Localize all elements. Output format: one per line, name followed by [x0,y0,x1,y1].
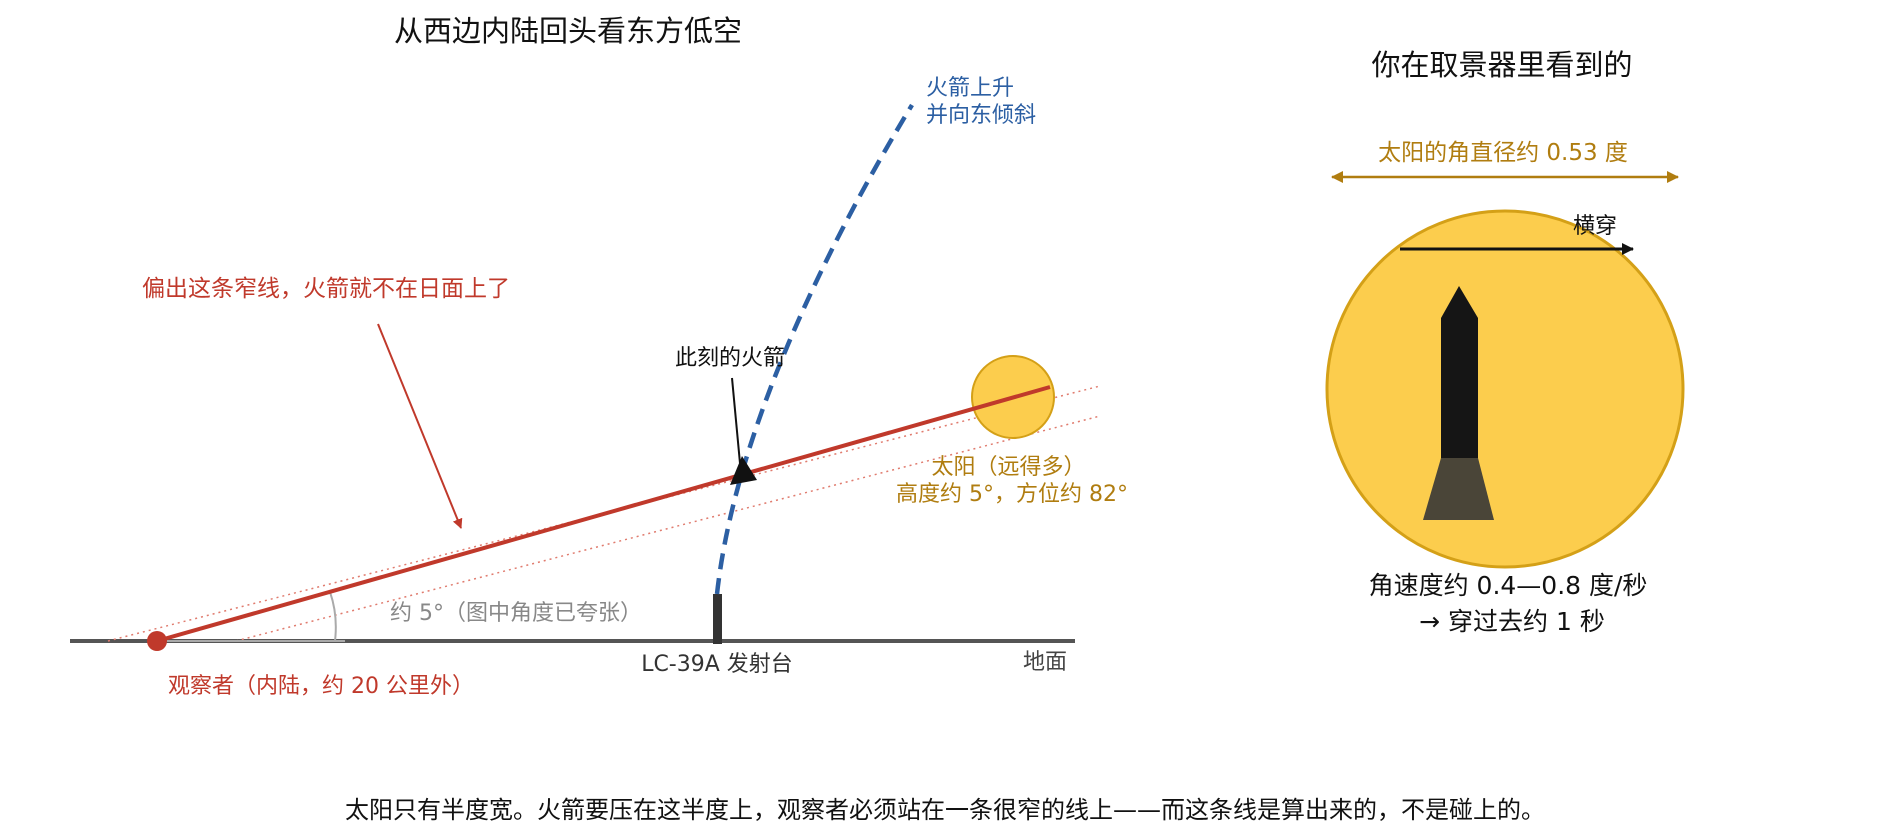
launch-pad-tower [713,594,722,644]
line-of-sight [156,385,1051,643]
rocket-exhaust [1423,458,1494,520]
rocket-silhouette [1423,286,1494,520]
launch-pad-label: LC-39A 发射台 [641,652,793,677]
rocket-path-label-line2: 并向东倾斜 [926,103,1036,128]
left-panel: 从西边内陆回头看东方低空 地面 约 5°（图中角度已夸张） LC-39A 发射台… [70,14,1128,699]
sun-disk-view [1325,209,1685,569]
rocket-now-marker [730,456,757,485]
angle-label: 约 5°（图中角度已夸张） [390,601,642,626]
sun-label: 太阳（远得多） 高度约 5°，方位约 82° [896,455,1128,507]
rocket-trajectory [714,103,914,595]
rocket-now-pointer [731,377,742,475]
observer-dot [147,631,167,651]
right-panel: 你在取景器里看到的 太阳的角直径约 0.53 度 横穿 角速度约 0.4—0.8… [1325,48,1685,636]
left-panel-title: 从西边内陆回头看东方低空 [394,14,742,48]
angle-arc [329,591,337,642]
cross-label: 横穿 [1573,214,1617,239]
sun-diameter-label: 太阳的角直径约 0.53 度 [1378,140,1628,166]
observer-label: 观察者（内陆，约 20 公里外） [168,674,474,699]
rocket-path-label-line1: 火箭上升 [926,76,1014,101]
right-panel-title: 你在取景器里看到的 [1371,48,1632,82]
sun-label-line2: 高度约 5°，方位约 82° [896,482,1128,507]
narrow-band-upper [107,385,1101,642]
rocket-nose [1441,286,1478,318]
speed-label-line2: → 穿过去约 1 秒 [1419,607,1605,636]
speed-label: 角速度约 0.4—0.8 度/秒 → 穿过去约 1 秒 [1369,571,1656,636]
speed-label-line1: 角速度约 0.4—0.8 度/秒 [1369,571,1648,600]
rocket-path-label: 火箭上升 并向东倾斜 [926,76,1036,128]
rocket-now-label: 此刻的火箭 [675,346,785,371]
rocket-body [1441,318,1478,458]
narrow-band-lower [235,415,1101,642]
narrow-line-arrow [377,323,463,529]
ground-label: 地面 [1023,650,1067,675]
narrow-line-note: 偏出这条窄线，火箭就不在日面上了 [142,276,510,302]
caption: 太阳只有半度宽。火箭要压在这半度上，观察者必须站在一条很窄的线上——而这条线是算… [345,796,1545,824]
sun-label-line1: 太阳（远得多） [931,455,1085,480]
